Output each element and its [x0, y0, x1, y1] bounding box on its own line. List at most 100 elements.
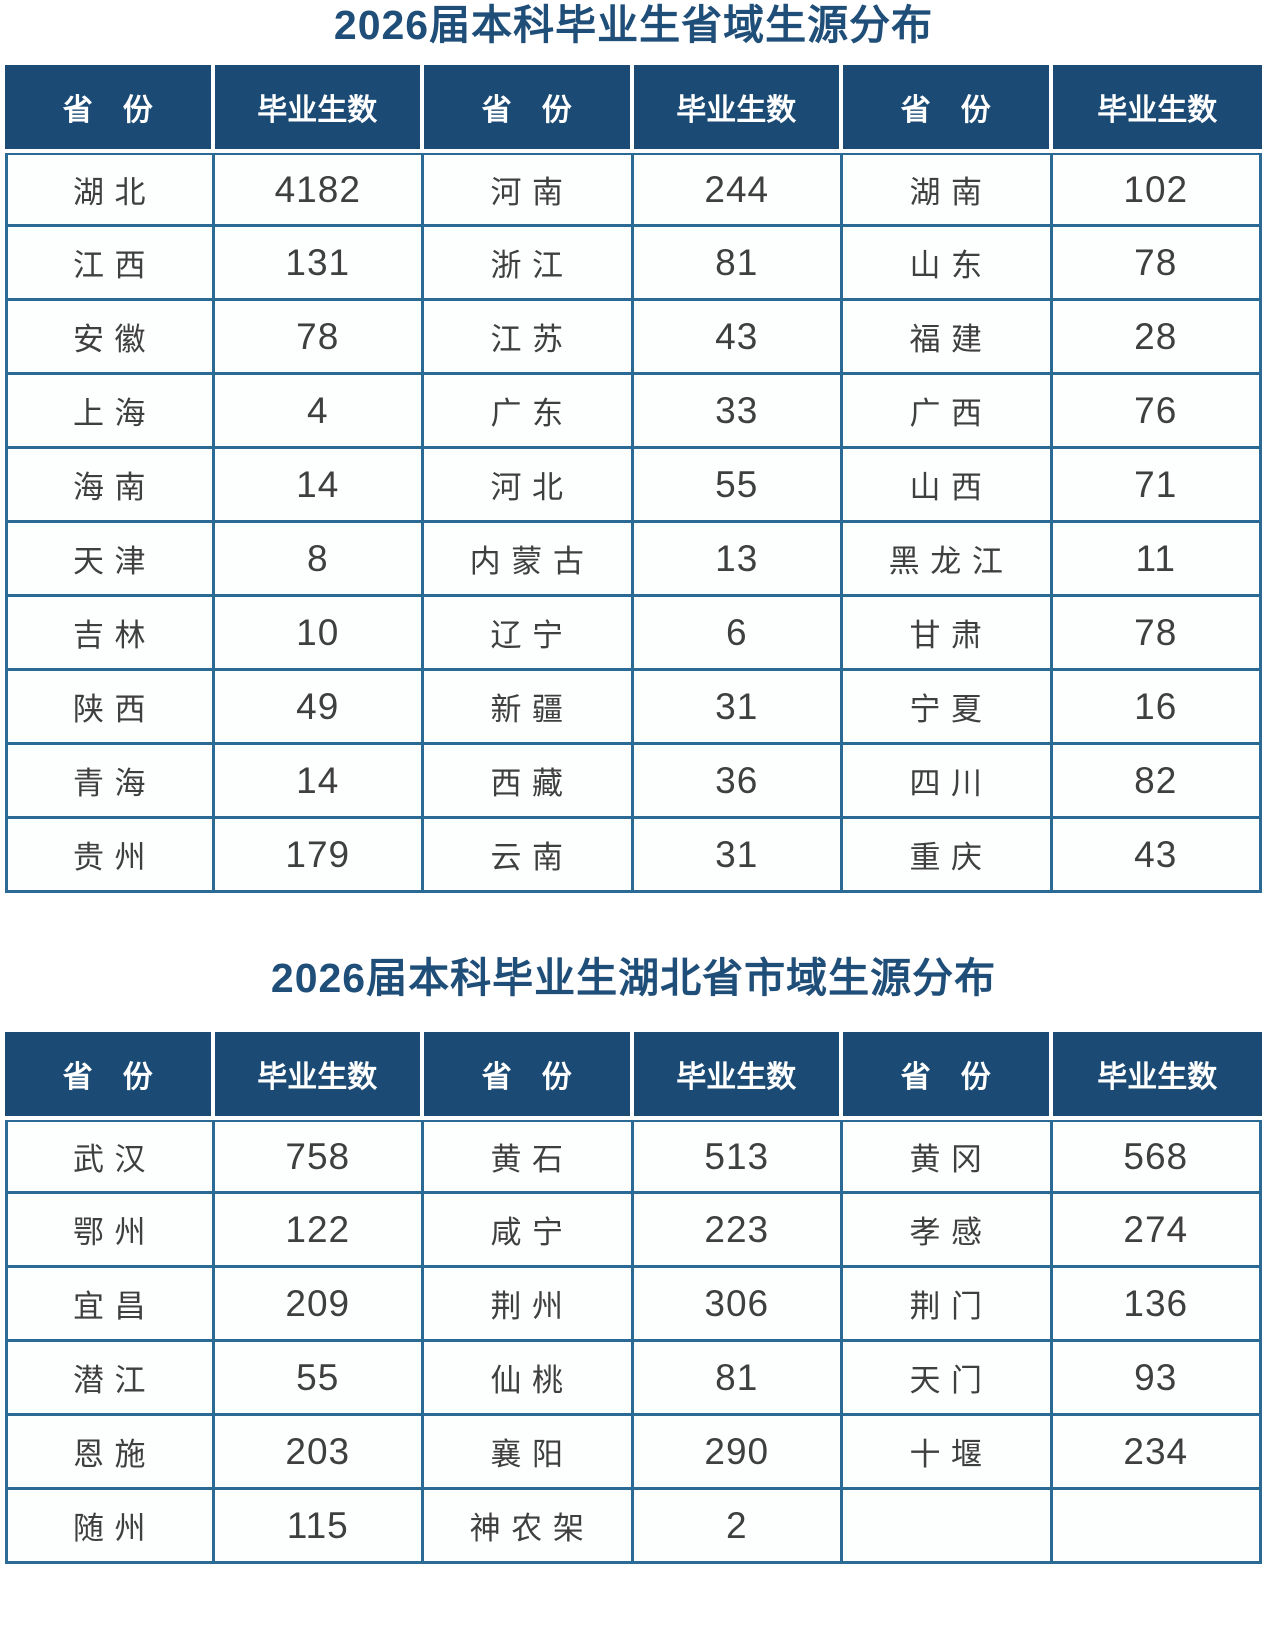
graduate-count-cell: 122 — [214, 1194, 424, 1269]
graduate-count-cell: 31 — [633, 671, 843, 746]
region-cell: 陕 西 — [5, 671, 215, 746]
graduate-count-cell: 78 — [1052, 597, 1262, 672]
graduate-count-cell: 31 — [633, 819, 843, 894]
header-row: 省 份毕业生数省 份毕业生数省 份毕业生数 — [5, 1032, 1262, 1121]
graduate-count-cell: 43 — [1052, 819, 1262, 894]
region-cell: 襄 阳 — [424, 1416, 634, 1491]
region-cell: 新 疆 — [424, 671, 634, 746]
region-cell: 潜 江 — [5, 1342, 215, 1417]
header-cell-graduate-count: 毕业生数 — [1052, 1032, 1262, 1121]
graduate-count-cell: 6 — [633, 597, 843, 672]
graduate-count-cell: 209 — [214, 1268, 424, 1343]
region-cell: 鄂 州 — [5, 1194, 215, 1269]
region-cell: 河 南 — [424, 153, 634, 228]
graduate-count-cell: 28 — [1052, 301, 1262, 376]
region-cell: 宜 昌 — [5, 1268, 215, 1343]
table-body: 湖 北 4182 河 南 244 湖 南 102 江 西 131 浙 江 81 山 东 78 安 徽 78… — [5, 153, 1262, 894]
region-cell: 山 西 — [843, 449, 1053, 524]
graduate-count-cell: 71 — [1052, 449, 1262, 524]
region-cell: 荆 州 — [424, 1268, 634, 1343]
hubei-city-table-title: 2026届本科毕业生湖北省市域生源分布 — [270, 955, 997, 1002]
table-row: 贵 州 179 云 南 31 重 庆 43 — [5, 819, 1262, 894]
graduate-count-cell: 14 — [214, 449, 424, 524]
region-cell: 江 苏 — [424, 301, 634, 376]
header-cell-graduate-count: 毕业生数 — [214, 1032, 424, 1121]
region-cell: 江 西 — [5, 227, 215, 302]
region-cell: 辽 宁 — [424, 597, 634, 672]
region-cell — [843, 1490, 1053, 1565]
table-row: 陕 西 49 新 疆 31 宁 夏 16 — [5, 671, 1262, 746]
table-row: 潜 江 55 仙 桃 81 天 门 93 — [5, 1342, 1262, 1417]
graduate-count-cell: 81 — [633, 1342, 843, 1417]
graduate-count-cell: 10 — [214, 597, 424, 672]
graduate-count-cell: 102 — [1052, 153, 1262, 228]
region-cell: 贵 州 — [5, 819, 215, 894]
region-cell: 吉 林 — [5, 597, 215, 672]
page: 2026届本科毕业生省域生源分布 省 份毕业生数省 份毕业生数省 份毕业生数 湖… — [0, 2, 1267, 1565]
region-cell: 孝 感 — [843, 1194, 1053, 1269]
graduate-count-cell: 274 — [1052, 1194, 1262, 1269]
region-cell: 上 海 — [5, 375, 215, 450]
region-cell: 仙 桃 — [424, 1342, 634, 1417]
region-cell: 海 南 — [5, 449, 215, 524]
graduate-count-cell: 115 — [214, 1490, 424, 1565]
header-cell-graduate-count: 毕业生数 — [633, 1032, 843, 1121]
region-cell: 恩 施 — [5, 1416, 215, 1491]
graduate-count-cell: 513 — [633, 1120, 843, 1195]
region-cell: 浙 江 — [424, 227, 634, 302]
graduate-count-cell: 4182 — [214, 153, 424, 228]
table-row: 湖 北 4182 河 南 244 湖 南 102 — [5, 153, 1262, 228]
graduate-count-cell: 93 — [1052, 1342, 1262, 1417]
graduate-count-cell: 136 — [1052, 1268, 1262, 1343]
region-cell: 湖 北 — [5, 153, 215, 228]
region-cell: 青 海 — [5, 745, 215, 820]
provincial-table-title: 2026届本科毕业生省域生源分布 — [333, 2, 934, 48]
region-cell: 宁 夏 — [843, 671, 1053, 746]
graduate-count-cell: 11 — [1052, 523, 1262, 598]
region-cell: 十 堰 — [843, 1416, 1053, 1491]
table-row: 武 汉 758 黄 石 513 黄 冈 568 — [5, 1120, 1262, 1195]
region-cell: 山 东 — [843, 227, 1053, 302]
region-cell: 黄 石 — [424, 1120, 634, 1195]
graduate-count-cell: 82 — [1052, 745, 1262, 820]
region-cell: 福 建 — [843, 301, 1053, 376]
header-cell-graduate-count: 毕业生数 — [214, 65, 424, 154]
header-cell-region: 省 份 — [5, 1032, 215, 1121]
hubei-city-distribution-table: 省 份毕业生数省 份毕业生数省 份毕业生数 武 汉 758 黄 石 513 黄 冈 568… — [5, 1032, 1262, 1565]
graduate-count-cell: 8 — [214, 523, 424, 598]
graduate-count-cell: 306 — [633, 1268, 843, 1343]
graduate-count-cell — [1052, 1490, 1262, 1565]
table-header: 省 份毕业生数省 份毕业生数省 份毕业生数 — [5, 1032, 1262, 1121]
header-cell-region: 省 份 — [843, 1032, 1053, 1121]
region-cell: 重 庆 — [843, 819, 1053, 894]
graduate-count-cell: 14 — [214, 745, 424, 820]
table-row: 恩 施 203 襄 阳 290 十 堰 234 — [5, 1416, 1262, 1491]
region-cell: 甘 肃 — [843, 597, 1053, 672]
region-cell: 云 南 — [424, 819, 634, 894]
header-row: 省 份毕业生数省 份毕业生数省 份毕业生数 — [5, 65, 1262, 154]
graduate-count-cell: 290 — [633, 1416, 843, 1491]
graduate-count-cell: 55 — [214, 1342, 424, 1417]
header-cell-region: 省 份 — [424, 1032, 634, 1121]
graduate-count-cell: 234 — [1052, 1416, 1262, 1491]
graduate-count-cell: 568 — [1052, 1120, 1262, 1195]
table-row: 江 西 131 浙 江 81 山 东 78 — [5, 227, 1262, 302]
region-cell: 咸 宁 — [424, 1194, 634, 1269]
region-cell: 西 藏 — [424, 745, 634, 820]
region-cell: 随 州 — [5, 1490, 215, 1565]
region-cell: 安 徽 — [5, 301, 215, 376]
region-cell: 广 西 — [843, 375, 1053, 450]
graduate-count-cell: 49 — [214, 671, 424, 746]
region-cell: 天 津 — [5, 523, 215, 598]
table-row: 宜 昌 209 荆 州 306 荆 门 136 — [5, 1268, 1262, 1343]
region-cell: 天 门 — [843, 1342, 1053, 1417]
region-cell: 广 东 — [424, 375, 634, 450]
provincial-distribution-table: 省 份毕业生数省 份毕业生数省 份毕业生数 湖 北 4182 河 南 244 湖 南 10… — [5, 65, 1262, 894]
table-row: 安 徽 78 江 苏 43 福 建 28 — [5, 301, 1262, 376]
header-cell-graduate-count: 毕业生数 — [633, 65, 843, 154]
region-cell: 湖 南 — [843, 153, 1053, 228]
graduate-count-cell: 16 — [1052, 671, 1262, 746]
